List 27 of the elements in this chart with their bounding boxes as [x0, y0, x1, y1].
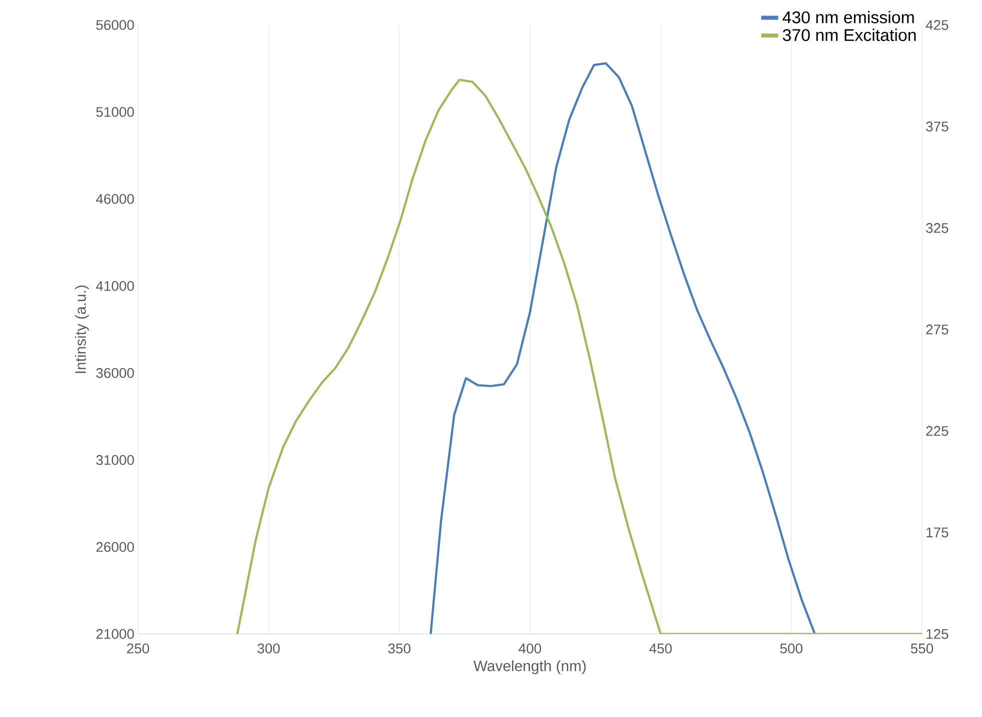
line-series	[236, 78, 922, 634]
x-tick-label: 250	[127, 644, 150, 654]
y-tick-label: 36000	[96, 368, 134, 378]
y-tick-label: 41000	[96, 281, 134, 291]
y2-tick-label: 375	[926, 122, 948, 132]
y2-tick-label: 325	[926, 223, 948, 233]
x-tick-label: 500	[780, 644, 802, 654]
x-axis-title: Wavelength (nm)	[473, 660, 586, 674]
y-tick-label: 31000	[96, 455, 134, 465]
legend-label: 370 nm Excitation	[782, 28, 916, 42]
x-tick-label: 300	[258, 644, 280, 654]
x-tick-label: 550	[910, 644, 934, 654]
y2-tick-label: 275	[926, 324, 948, 334]
y2-tick-label: 175	[926, 528, 948, 538]
y2-tick-label: 125	[926, 629, 948, 639]
y-tick-label: 56000	[96, 20, 134, 30]
y2-tick-label: 425	[926, 20, 948, 30]
y-axis-title: Intinsity (a.u.)	[74, 286, 89, 373]
x-tick-label: 450	[649, 644, 672, 654]
x-tick-label: 400	[518, 644, 542, 654]
legend-label: 430 nm emissiom	[782, 10, 914, 24]
y-tick-label: 26000	[96, 542, 134, 552]
y-tick-label: 51000	[96, 107, 134, 117]
x-tick-label: 350	[388, 644, 410, 654]
y2-tick-label: 225	[926, 426, 948, 436]
y-tick-label: 46000	[96, 194, 134, 204]
y-tick-label: 21000	[96, 629, 134, 639]
